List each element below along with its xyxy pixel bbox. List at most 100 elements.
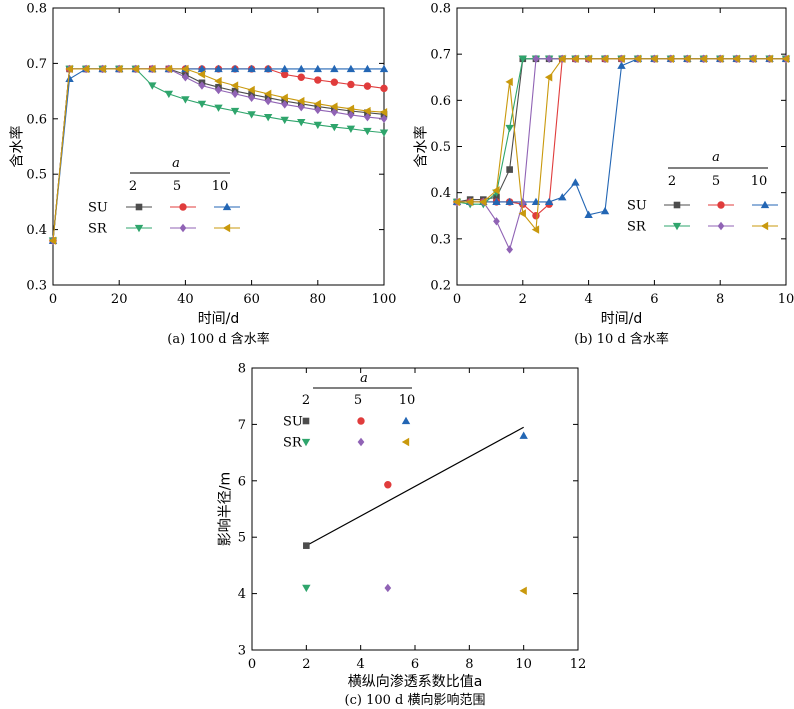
panel-b-series-su-a10-point (492, 197, 501, 206)
panel-c-legend-title: a (360, 371, 368, 386)
panel-b-series-sr-a10-point (699, 54, 707, 63)
panel-b-legend-key-sr-a10-marker (760, 221, 769, 231)
panel-a-ylabel: 含水率 (9, 126, 26, 168)
panel-c-legend-key-su-a10-marker (401, 416, 411, 425)
panel-c-series-sr-a5-point (384, 583, 392, 593)
panel-a-xtick-label: 20 (111, 292, 128, 307)
panel-a-series-sr-a2-point (148, 82, 157, 90)
panel-c-xtick-label: 0 (248, 657, 256, 672)
panel-b-ytick-label: 0.4 (430, 186, 451, 201)
panel-b-series-su-a10-point (617, 61, 626, 69)
panel-b-series-sr-a5-point (493, 217, 500, 226)
panel-c-xtick-label: 10 (515, 657, 532, 672)
panel-a-series-sr-a10-point (330, 102, 338, 111)
panel-c-caption: (c) 100 d 横向影响范围 (345, 692, 486, 708)
panel-a-series-sr-a10-point (297, 96, 305, 106)
panel-a-series-su-a10-point (230, 64, 240, 73)
panel-a-legend-key-sr-a10-marker (222, 223, 231, 233)
panel-a-series-sr-a2-point (230, 107, 240, 116)
panel-a-xlabel: 时间/d (198, 311, 240, 327)
panel-b-series-sr-a10-point (732, 54, 740, 63)
panel-b-legend-title: a (712, 150, 720, 165)
panel-b-ytick-label: 0.2 (430, 279, 451, 294)
panel-a-legend-col-2: 2 (129, 179, 137, 194)
panel-a-ytick-label: 0.4 (26, 223, 47, 238)
panel-a-ytick-label: 0.6 (26, 112, 47, 127)
panel-b-xtick-label: 0 (453, 292, 461, 307)
panel-b-legend-key-su-a10-marker (760, 200, 770, 209)
panel-b-series-sr-a10-point (716, 54, 724, 63)
panel-a-series-sr-a5-point (314, 105, 322, 115)
panel-a-series-sr-a5-point (231, 89, 239, 99)
panel-c-legend-col-10: 10 (399, 393, 416, 408)
panel-c-legend-key-su-a5-marker (357, 417, 365, 425)
panel-a-series-su-a10-point (363, 64, 372, 73)
panel-a-series-sr-a2-point (346, 125, 356, 133)
panel-a-series-su-a10-point (197, 64, 207, 73)
panel-a-series-sr-a10-point (48, 236, 57, 245)
panel-b-series-sr-a5-point (506, 245, 513, 254)
panel-b-xlabel: 时间/d (601, 311, 643, 327)
panel-a-series-su-a10-point (297, 64, 306, 73)
panel-a-series-sr-a2-point (379, 129, 389, 137)
panel-a-legend-row-sr: SR (88, 222, 108, 237)
panel-c-ytick-label: 7 (238, 418, 246, 433)
panel-a-series-sr-a2-point (263, 113, 273, 122)
panel-a-series-sr-a10-point (148, 64, 156, 74)
panel-b-ytick-label: 0.6 (430, 94, 451, 109)
panel-c-ylabel: 影响半径/m (218, 472, 234, 546)
panel-b-series-sr-a10-point (584, 54, 592, 63)
panel-b-series-su-a2-point (506, 166, 513, 173)
panel-c-legend-row-su: SU (283, 415, 303, 430)
panel-c-fit-line (306, 426, 524, 547)
panel-b-series-sr-a10-point (600, 54, 609, 63)
panel-a-series-sr-a10-point (81, 64, 90, 74)
panel-c-series-su-a5-point (384, 481, 392, 489)
panel-a-xtick-label: 40 (177, 292, 194, 307)
panel-b-caption: (b) 10 d 含水率 (574, 331, 669, 347)
panel-a-series-su-a5-point (314, 76, 322, 84)
panel-a-series-sr-a5-point (380, 114, 388, 123)
panel-b-series-su-a10-point (600, 206, 610, 215)
panel-a-series-sr-a5-point (330, 107, 338, 117)
panel-c-ytick-label: 6 (238, 474, 246, 489)
panel-b-series-sr-a10-point (666, 54, 674, 63)
panel-b-series-sr-a10-point (452, 197, 461, 207)
panel-a-series-su-a10-point (313, 64, 322, 73)
panel-a-series-sr-a10-point (280, 93, 288, 102)
panel-b-ytick-label: 0.8 (430, 2, 451, 17)
panel-a-series-sr-a2-point (363, 127, 372, 136)
panel-c-legend-row-sr: SR (283, 436, 303, 451)
panel-a-series-sr-a5-point (264, 96, 272, 106)
panel-c-ytick-label: 5 (238, 531, 246, 546)
panel-a-series-su-a10-point (280, 64, 289, 73)
panel-c-legend-key-su-a2-marker (302, 417, 310, 425)
panel-a-series-sr-a10-point (346, 104, 355, 114)
panel-c-legend-col-5: 5 (354, 393, 362, 408)
panel-c-legend-key-sr-a2-marker (301, 438, 311, 447)
panel-b-legend-key-su-a2-marker (673, 201, 681, 209)
panel-a-series-su-a5-point (347, 80, 355, 89)
panel-b-series-sr-a10-point (633, 54, 642, 63)
panel-b-xtick-label: 6 (650, 292, 658, 307)
panel-a-series-su-a5-point (363, 82, 372, 90)
panel-b-series-sr-a10-point (531, 225, 540, 234)
panel-c-plot-frame (251, 367, 579, 651)
panel-a-series-sr-a10-point (181, 64, 189, 74)
panel-a-series-sr-a10-point (379, 107, 388, 117)
panel-a-series-sr-a5-point (281, 100, 289, 109)
panel-a-series-sr-a10-point (247, 85, 255, 95)
panel-a-series-sr-a10-point (65, 64, 73, 74)
panel-a-series-sr-a5-point (248, 93, 255, 102)
panel-b-legend-row-su: SU (627, 199, 647, 214)
panel-c-xtick-label: 6 (411, 657, 419, 672)
panel-a-series-su-a10-point (263, 64, 273, 73)
panel-a-series-sr-a2-point (247, 111, 256, 119)
panel-a-series-sr-a5-point (297, 102, 305, 112)
panel-c-legend-col-2: 2 (302, 393, 310, 408)
panel-a-xtick-label: 60 (243, 292, 260, 307)
panel-c-xtick-label: 12 (570, 657, 587, 672)
panel-a-xtick-label: 0 (49, 292, 57, 307)
panel-c-legend-key-sr-a10-marker (401, 437, 410, 447)
